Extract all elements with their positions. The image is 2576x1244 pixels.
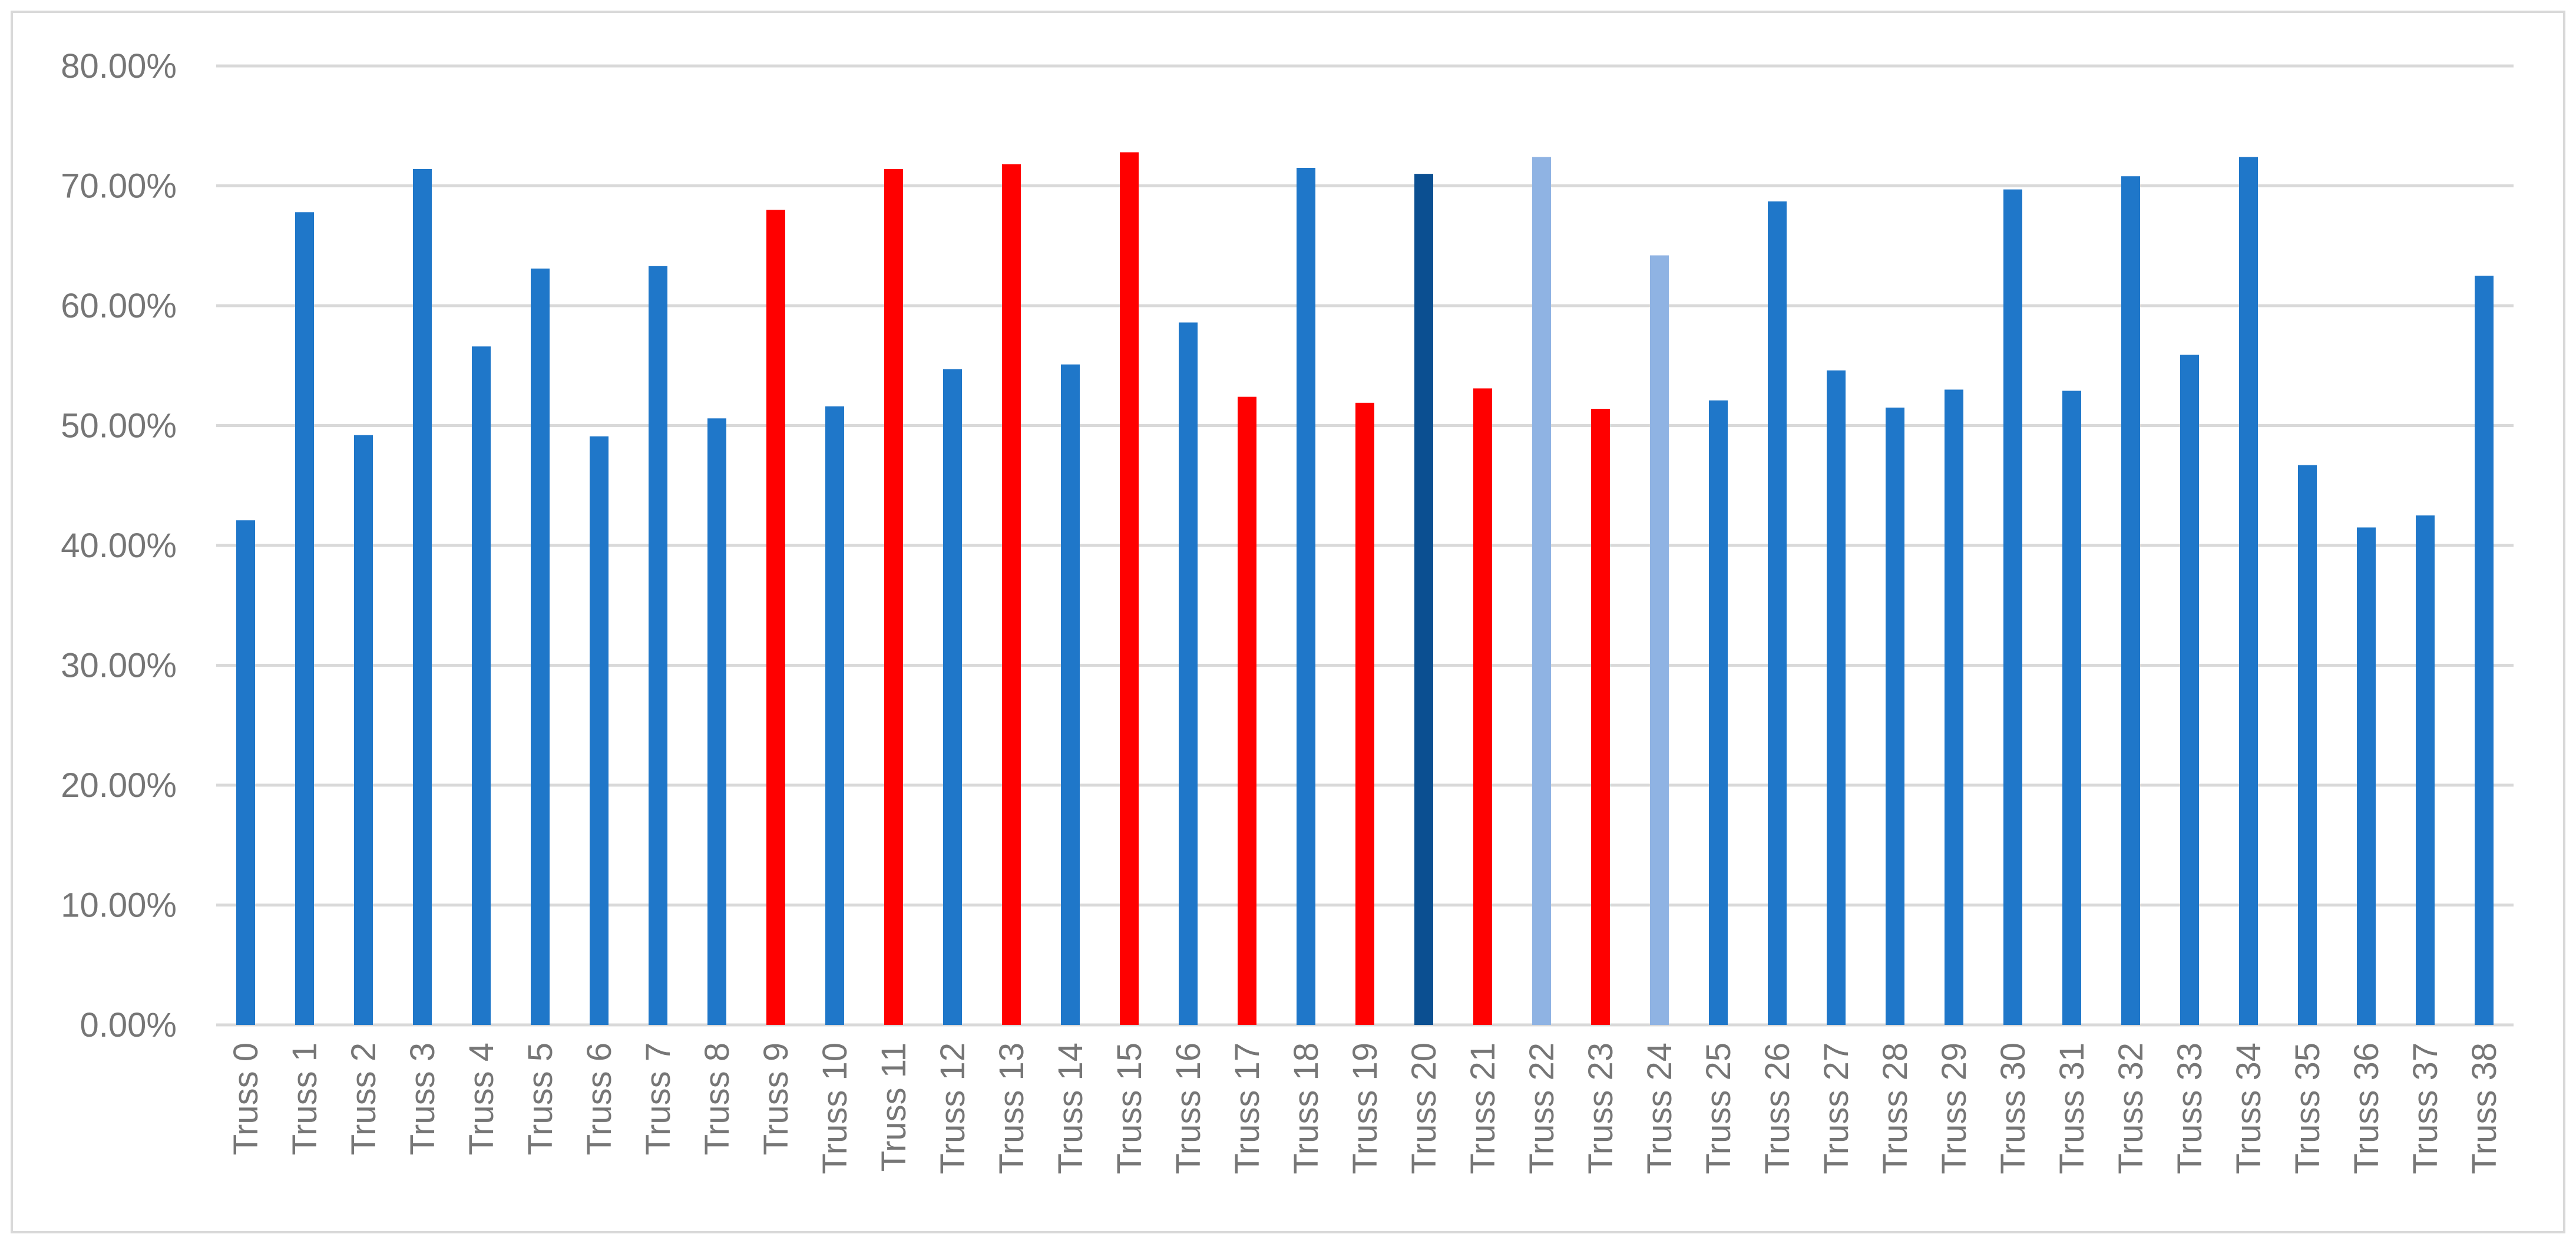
bar (2416, 515, 2435, 1025)
bar (884, 169, 903, 1025)
bar (1827, 370, 1846, 1025)
bar (1414, 174, 1433, 1025)
x-tick-label: Truss 26 (1758, 1043, 1797, 1174)
bar (1591, 409, 1610, 1025)
y-tick-label: 80.00% (61, 47, 177, 85)
x-tick-label: Truss 16 (1169, 1043, 1208, 1174)
bar (1179, 322, 1198, 1025)
x-tick-label: Truss 22 (1523, 1043, 1561, 1174)
bar (943, 369, 962, 1025)
x-tick-label: Truss 34 (2230, 1043, 2268, 1174)
bar (1473, 388, 1492, 1025)
x-tick-label: Truss 9 (757, 1043, 795, 1155)
x-tick-label: Truss 18 (1287, 1043, 1325, 1174)
bar (2062, 391, 2081, 1025)
bar-chart: 0.00% 10.00% 20.00% 30.00% 40.00% 50.00% 60.00… (61, 47, 2514, 1174)
bar (1768, 201, 1787, 1025)
bar (2121, 176, 2140, 1025)
y-axis-ticks: 0.00% 10.00% 20.00% 30.00% 40.00% 50.00% 60.00… (61, 47, 177, 1044)
x-tick-label: Truss 17 (1228, 1043, 1266, 1174)
bar (531, 268, 550, 1025)
x-tick-label: Truss 12 (934, 1043, 972, 1174)
bar (766, 210, 785, 1025)
bars (236, 152, 2494, 1025)
bar (1709, 400, 1728, 1025)
x-tick-label: Truss 25 (1699, 1043, 1738, 1174)
x-tick-label: Truss 21 (1464, 1043, 1502, 1174)
x-tick-label: Truss 7 (639, 1043, 677, 1155)
x-tick-label: Truss 37 (2406, 1043, 2445, 1174)
x-tick-label: Truss 4 (462, 1043, 501, 1155)
bar (825, 406, 844, 1025)
x-tick-label: Truss 31 (2053, 1043, 2091, 1174)
bar (1945, 389, 1963, 1025)
x-tick-label: Truss 28 (1876, 1043, 1914, 1174)
bar (1532, 157, 1551, 1025)
x-tick-label: Truss 30 (1994, 1043, 2032, 1174)
bar (413, 169, 432, 1025)
bar (2357, 527, 2376, 1025)
bar (707, 418, 726, 1025)
bar (2180, 355, 2199, 1025)
bar (295, 212, 314, 1025)
x-axis-ticks: Truss 0 Truss 1 Truss 2 Truss 3 Truss 4 Truss… (227, 1043, 2504, 1174)
bar (1297, 167, 1315, 1025)
bar (1238, 396, 1256, 1025)
bar (649, 266, 667, 1025)
bar (236, 520, 255, 1025)
x-tick-label: Truss 20 (1405, 1043, 1443, 1174)
y-tick-label: 60.00% (61, 287, 177, 325)
bar (1650, 255, 1669, 1025)
x-tick-label: Truss 10 (816, 1043, 854, 1174)
bar (2475, 276, 2494, 1025)
x-tick-label: Truss 38 (2465, 1043, 2504, 1174)
x-tick-label: Truss 8 (698, 1043, 736, 1155)
x-tick-label: Truss 23 (1582, 1043, 1620, 1174)
bar (1355, 402, 1374, 1025)
y-tick-label: 40.00% (61, 527, 177, 565)
chart-frame: 0.00% 10.00% 20.00% 30.00% 40.00% 50.00% 60.00… (11, 11, 2565, 1233)
bar (1120, 152, 1139, 1025)
x-tick-label: Truss 6 (580, 1043, 619, 1155)
x-tick-label: Truss 15 (1110, 1043, 1149, 1174)
y-tick-label: 30.00% (61, 647, 177, 685)
y-tick-label: 70.00% (61, 167, 177, 206)
x-tick-label: Truss 3 (404, 1043, 442, 1155)
bar (2003, 189, 2022, 1025)
bar (1061, 364, 1080, 1025)
x-tick-label: Truss 24 (1641, 1043, 1679, 1174)
bar (2239, 157, 2258, 1025)
bar (1886, 407, 1904, 1025)
x-tick-label: Truss 19 (1346, 1043, 1384, 1174)
y-tick-label: 50.00% (61, 407, 177, 445)
bar (590, 436, 609, 1025)
x-tick-label: Truss 35 (2289, 1043, 2327, 1174)
x-tick-label: Truss 11 (875, 1043, 913, 1172)
x-tick-label: Truss 2 (345, 1043, 383, 1155)
bar (472, 346, 491, 1025)
x-tick-label: Truss 13 (993, 1043, 1031, 1174)
x-tick-label: Truss 14 (1051, 1043, 1090, 1174)
x-tick-label: Truss 27 (1817, 1043, 1856, 1174)
y-tick-label: 0.00% (80, 1006, 177, 1044)
x-tick-label: Truss 36 (2347, 1043, 2386, 1174)
x-tick-label: Truss 1 (286, 1043, 324, 1155)
x-tick-label: Truss 29 (1935, 1043, 1973, 1174)
x-tick-label: Truss 32 (2112, 1043, 2150, 1174)
x-tick-label: Truss 5 (521, 1043, 560, 1155)
y-tick-label: 10.00% (61, 886, 177, 925)
y-tick-label: 20.00% (61, 766, 177, 805)
bar (354, 435, 373, 1025)
bar (1002, 164, 1021, 1025)
x-tick-label: Truss 0 (227, 1043, 265, 1155)
bar (2298, 465, 2317, 1025)
x-tick-label: Truss 33 (2171, 1043, 2209, 1174)
